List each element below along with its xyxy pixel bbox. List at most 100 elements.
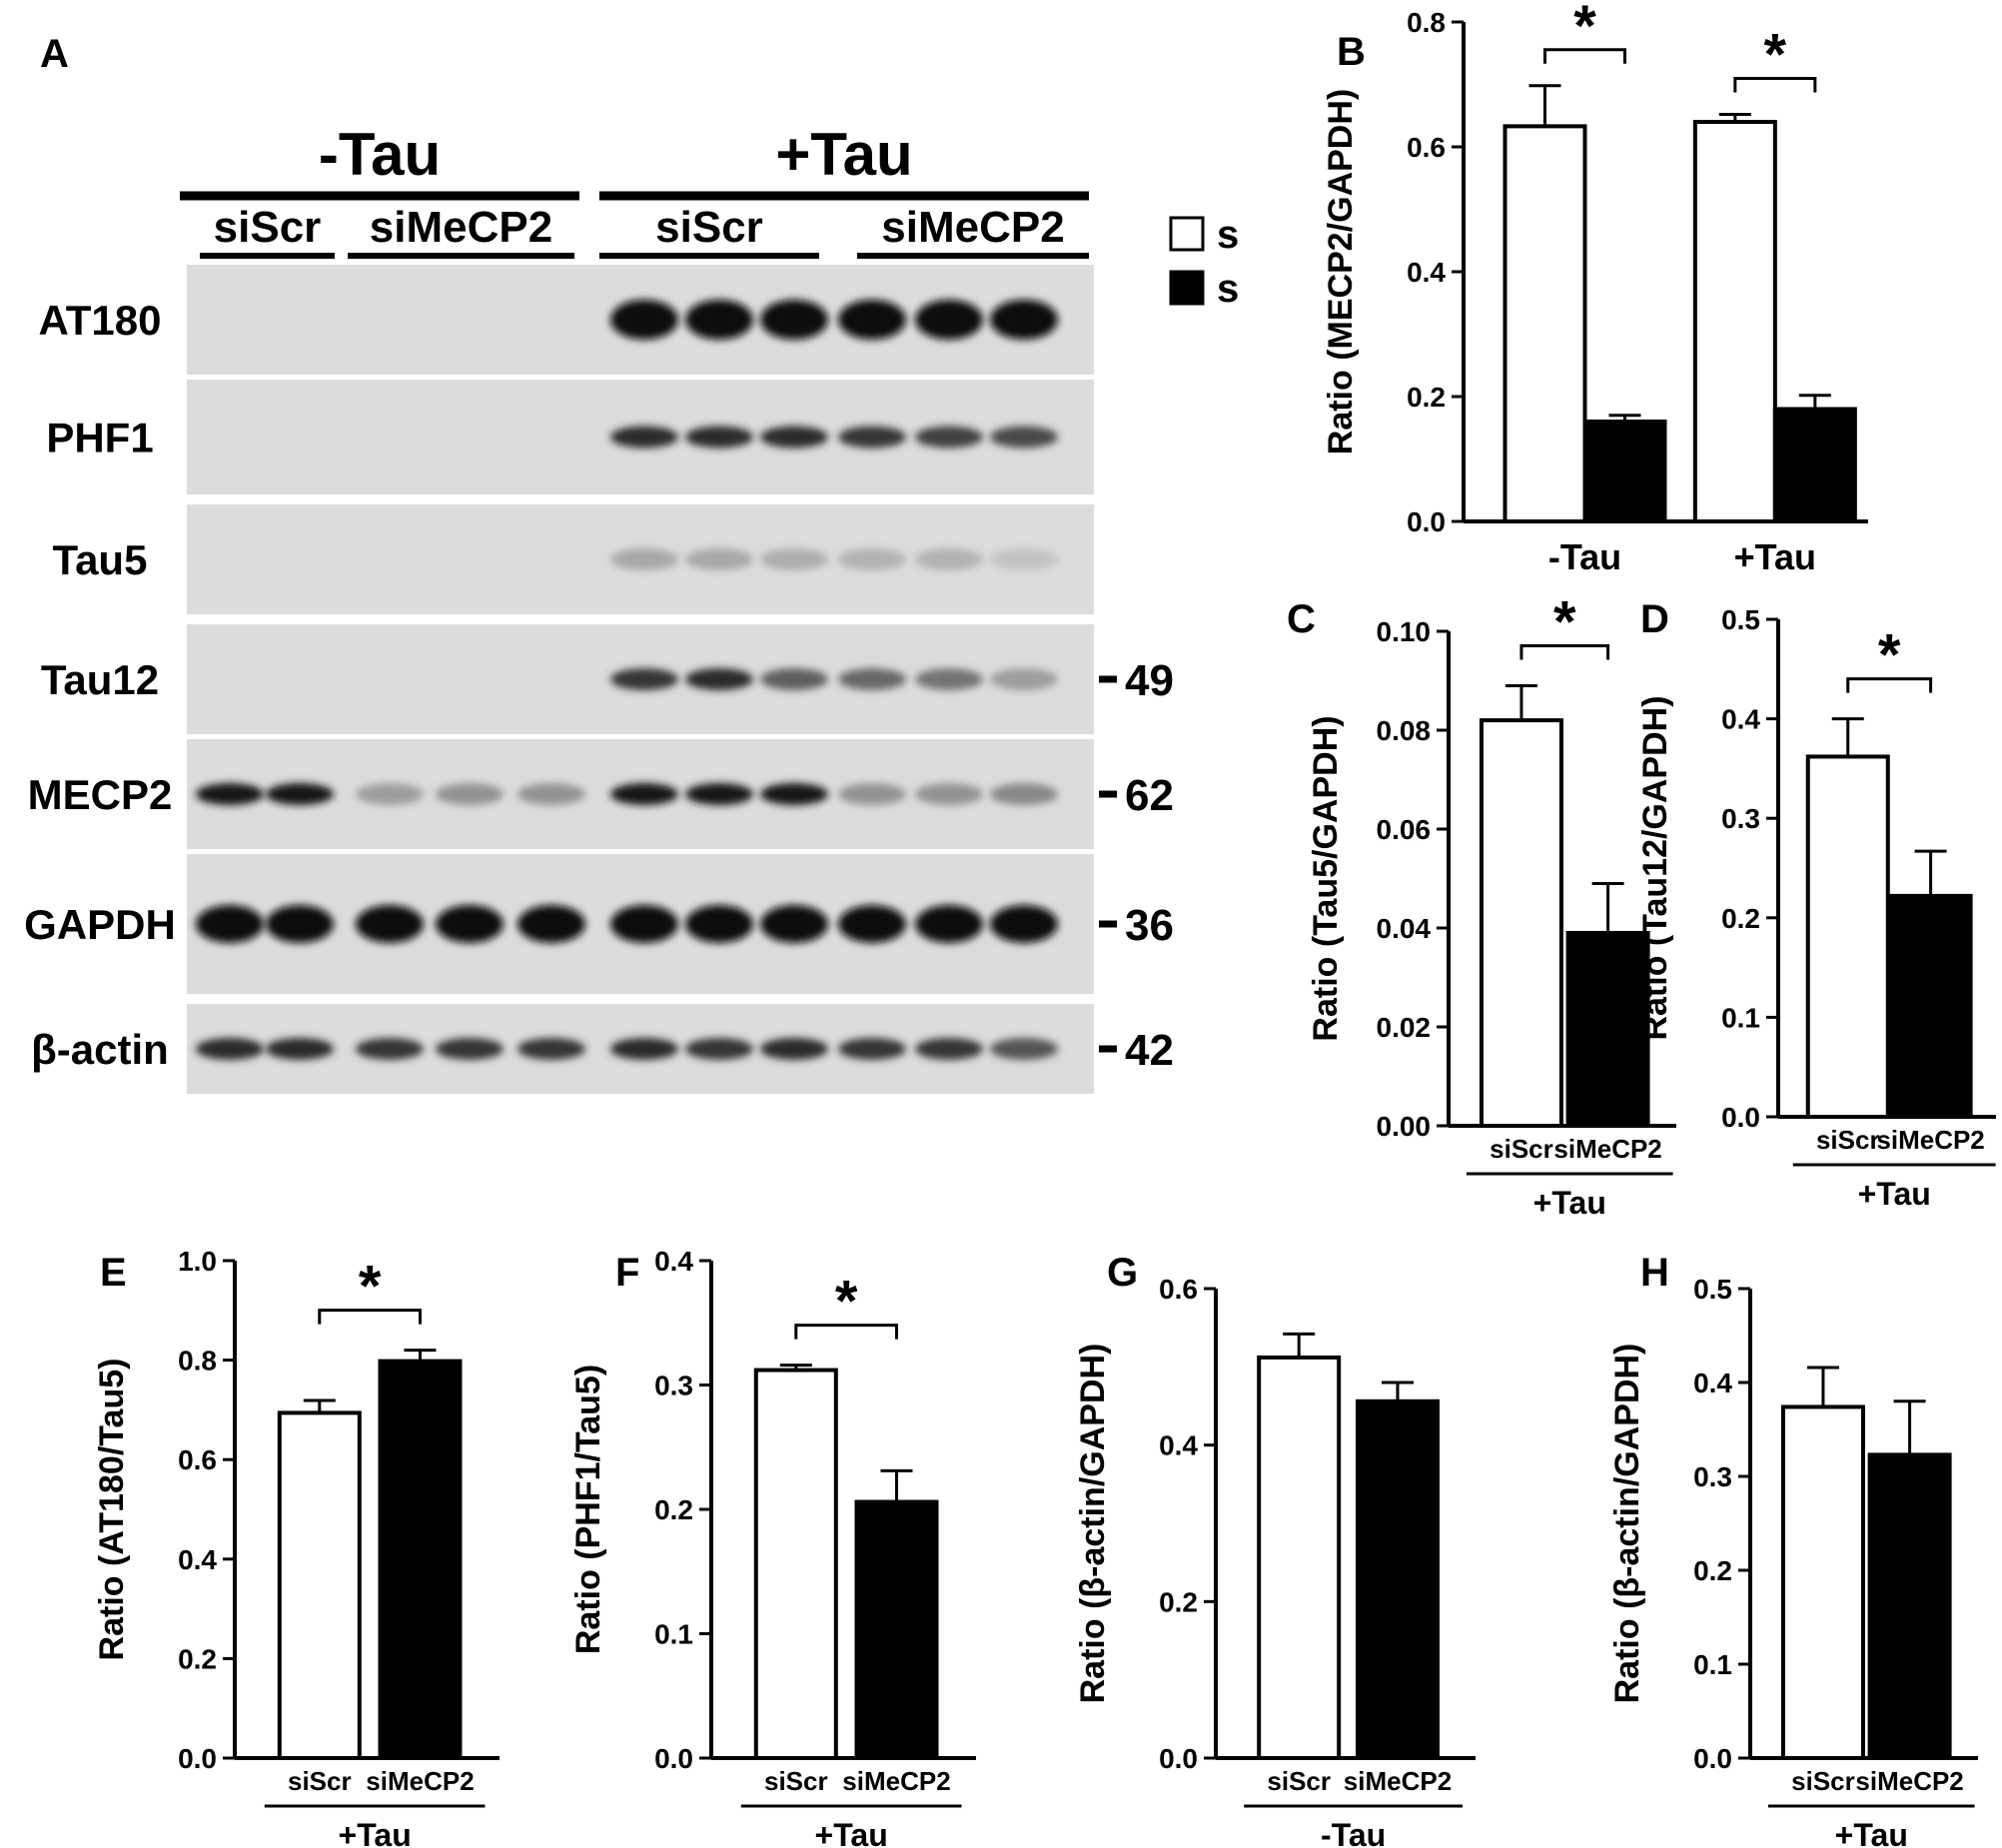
panel-label-a: A <box>40 32 69 76</box>
significance-marker: * <box>1553 589 1576 654</box>
x-group-label: -Tau <box>1321 1817 1386 1848</box>
blot-band <box>685 668 753 690</box>
marker-label: 49 <box>1125 656 1174 705</box>
blot-band <box>266 783 334 805</box>
significance-bracket <box>1846 677 1933 693</box>
marker-label: 36 <box>1125 901 1174 950</box>
group-label: siScr <box>655 203 763 252</box>
group-label: siMeCP2 <box>370 203 552 252</box>
blot-band <box>915 426 983 449</box>
significance-bracket <box>1543 48 1626 64</box>
legend-label: siMECP2 <box>1217 267 1239 311</box>
x-category-label: siScr <box>764 1766 828 1796</box>
chart-e: 0.0 0.2 0.4 0.6 0.8 1.0 Ratio (AT180/Tau5) siSc… <box>93 1246 500 1848</box>
blot-band <box>760 300 828 340</box>
bar-simecp2 <box>1582 420 1667 523</box>
bar-simecp2 <box>1356 1398 1440 1761</box>
y-axis-label: Ratio (β-actin/GAPDH) <box>1074 1344 1112 1704</box>
group-label: siScr <box>214 203 322 252</box>
y-tick-label: 0.2 <box>654 1494 693 1525</box>
blot-band <box>990 905 1058 943</box>
blot-band <box>915 783 983 805</box>
blot-band <box>838 426 906 449</box>
legend-swatch-simecp2 <box>1169 270 1205 306</box>
y-tick-label: 0.02 <box>1377 1012 1432 1043</box>
panel-label-b: B <box>1337 30 1366 74</box>
y-axis-label: Ratio (AT180/Tau5) <box>93 1359 131 1661</box>
y-tick-label: 0.0 <box>1721 1102 1760 1133</box>
bar-simecp2 <box>378 1359 463 1760</box>
x-category-label: siMeCP2 <box>366 1766 474 1796</box>
blot-band <box>356 783 424 805</box>
x-category-label: +Tau <box>1734 536 1816 577</box>
chart-h: 0.0 0.1 0.2 0.3 0.4 0.5 Ratio (β-actin/GAPDH) s… <box>1608 1274 1978 1848</box>
blot-band <box>838 905 906 943</box>
blot-row-label: GAPDH <box>24 901 176 948</box>
blot-band <box>990 1038 1058 1060</box>
y-tick-label: 0.5 <box>1721 604 1760 635</box>
x-category-label: siMeCP2 <box>842 1766 950 1796</box>
bar-siscr <box>1502 124 1587 523</box>
y-tick-label: 0.2 <box>1721 903 1760 934</box>
blot-band <box>436 783 503 805</box>
group-label: siMeCP2 <box>881 203 1064 252</box>
blot-band <box>517 905 585 943</box>
legend-label: siScr <box>1217 213 1239 257</box>
blot-band <box>760 1038 828 1060</box>
blot-band <box>685 905 753 943</box>
y-tick-label: 0.0 <box>654 1743 693 1774</box>
y-tick-label: 0.08 <box>1377 715 1432 746</box>
panel-label-e: E <box>100 1251 127 1295</box>
blot-band <box>915 300 983 340</box>
blot-band <box>760 783 828 805</box>
bar-simecp2 <box>854 1499 939 1760</box>
y-tick-label: 0.3 <box>654 1371 693 1401</box>
x-group-label: +Tau <box>1533 1185 1606 1221</box>
blot-band <box>915 1038 983 1060</box>
marker-label: 62 <box>1125 771 1174 820</box>
y-tick-label: 0.8 <box>178 1346 217 1377</box>
blot-band <box>990 783 1058 805</box>
blot-band <box>610 426 678 449</box>
y-tick-label: 0.6 <box>178 1444 217 1475</box>
x-category-label: siScr <box>1816 1125 1880 1155</box>
y-tick-label: 0.0 <box>1407 506 1446 537</box>
y-tick-label: 0.4 <box>178 1544 217 1575</box>
bar-siscr <box>1257 1355 1342 1761</box>
blot-row-label: Tau5 <box>53 536 148 583</box>
blot-band <box>610 905 678 943</box>
x-category-label: siMeCP2 <box>1553 1134 1661 1164</box>
significance-marker: * <box>1764 23 1787 88</box>
blot-row-label: PHF1 <box>46 415 153 462</box>
significance-marker: * <box>1573 0 1596 59</box>
panel-label-d: D <box>1640 597 1669 641</box>
blot-band <box>838 668 906 690</box>
blot-band <box>685 783 753 805</box>
blot-band <box>760 668 828 690</box>
blot-band <box>838 548 906 570</box>
y-tick-label: 0.4 <box>1693 1368 1732 1398</box>
y-tick-label: 0.5 <box>1693 1274 1732 1305</box>
y-axis-label: Ratio (Tau12/GAPDH) <box>1636 695 1674 1040</box>
panel-label-f: F <box>615 1251 640 1295</box>
blot-band <box>990 548 1058 570</box>
y-tick-label: 0.2 <box>1693 1555 1732 1586</box>
y-axis-label: Ratio (PHF1/Tau5) <box>569 1365 607 1654</box>
blot-band <box>610 668 678 690</box>
y-axis-label: Ratio (β-actin/GAPDH) <box>1608 1344 1646 1704</box>
bar-siscr <box>1780 1404 1865 1760</box>
blot-band <box>915 548 983 570</box>
chart-d: 0.0 0.1 0.2 0.3 0.4 0.5 Ratio (Tau12/GAPDH) siS… <box>1636 604 1996 1212</box>
blot-band <box>610 783 678 805</box>
y-axis-label: Ratio (Tau5/GAPDH) <box>1307 715 1345 1041</box>
y-tick-label: 0.2 <box>1407 382 1446 413</box>
significance-bracket <box>318 1309 422 1325</box>
x-group-label: +Tau <box>1858 1176 1931 1212</box>
y-tick-label: 0.04 <box>1377 913 1432 944</box>
y-tick-label: 0.1 <box>1693 1649 1732 1680</box>
blot-band <box>838 783 906 805</box>
blot-row-label: MECP2 <box>28 771 173 818</box>
y-tick-label: 0.6 <box>1159 1274 1198 1305</box>
bar-siscr <box>1805 754 1890 1119</box>
